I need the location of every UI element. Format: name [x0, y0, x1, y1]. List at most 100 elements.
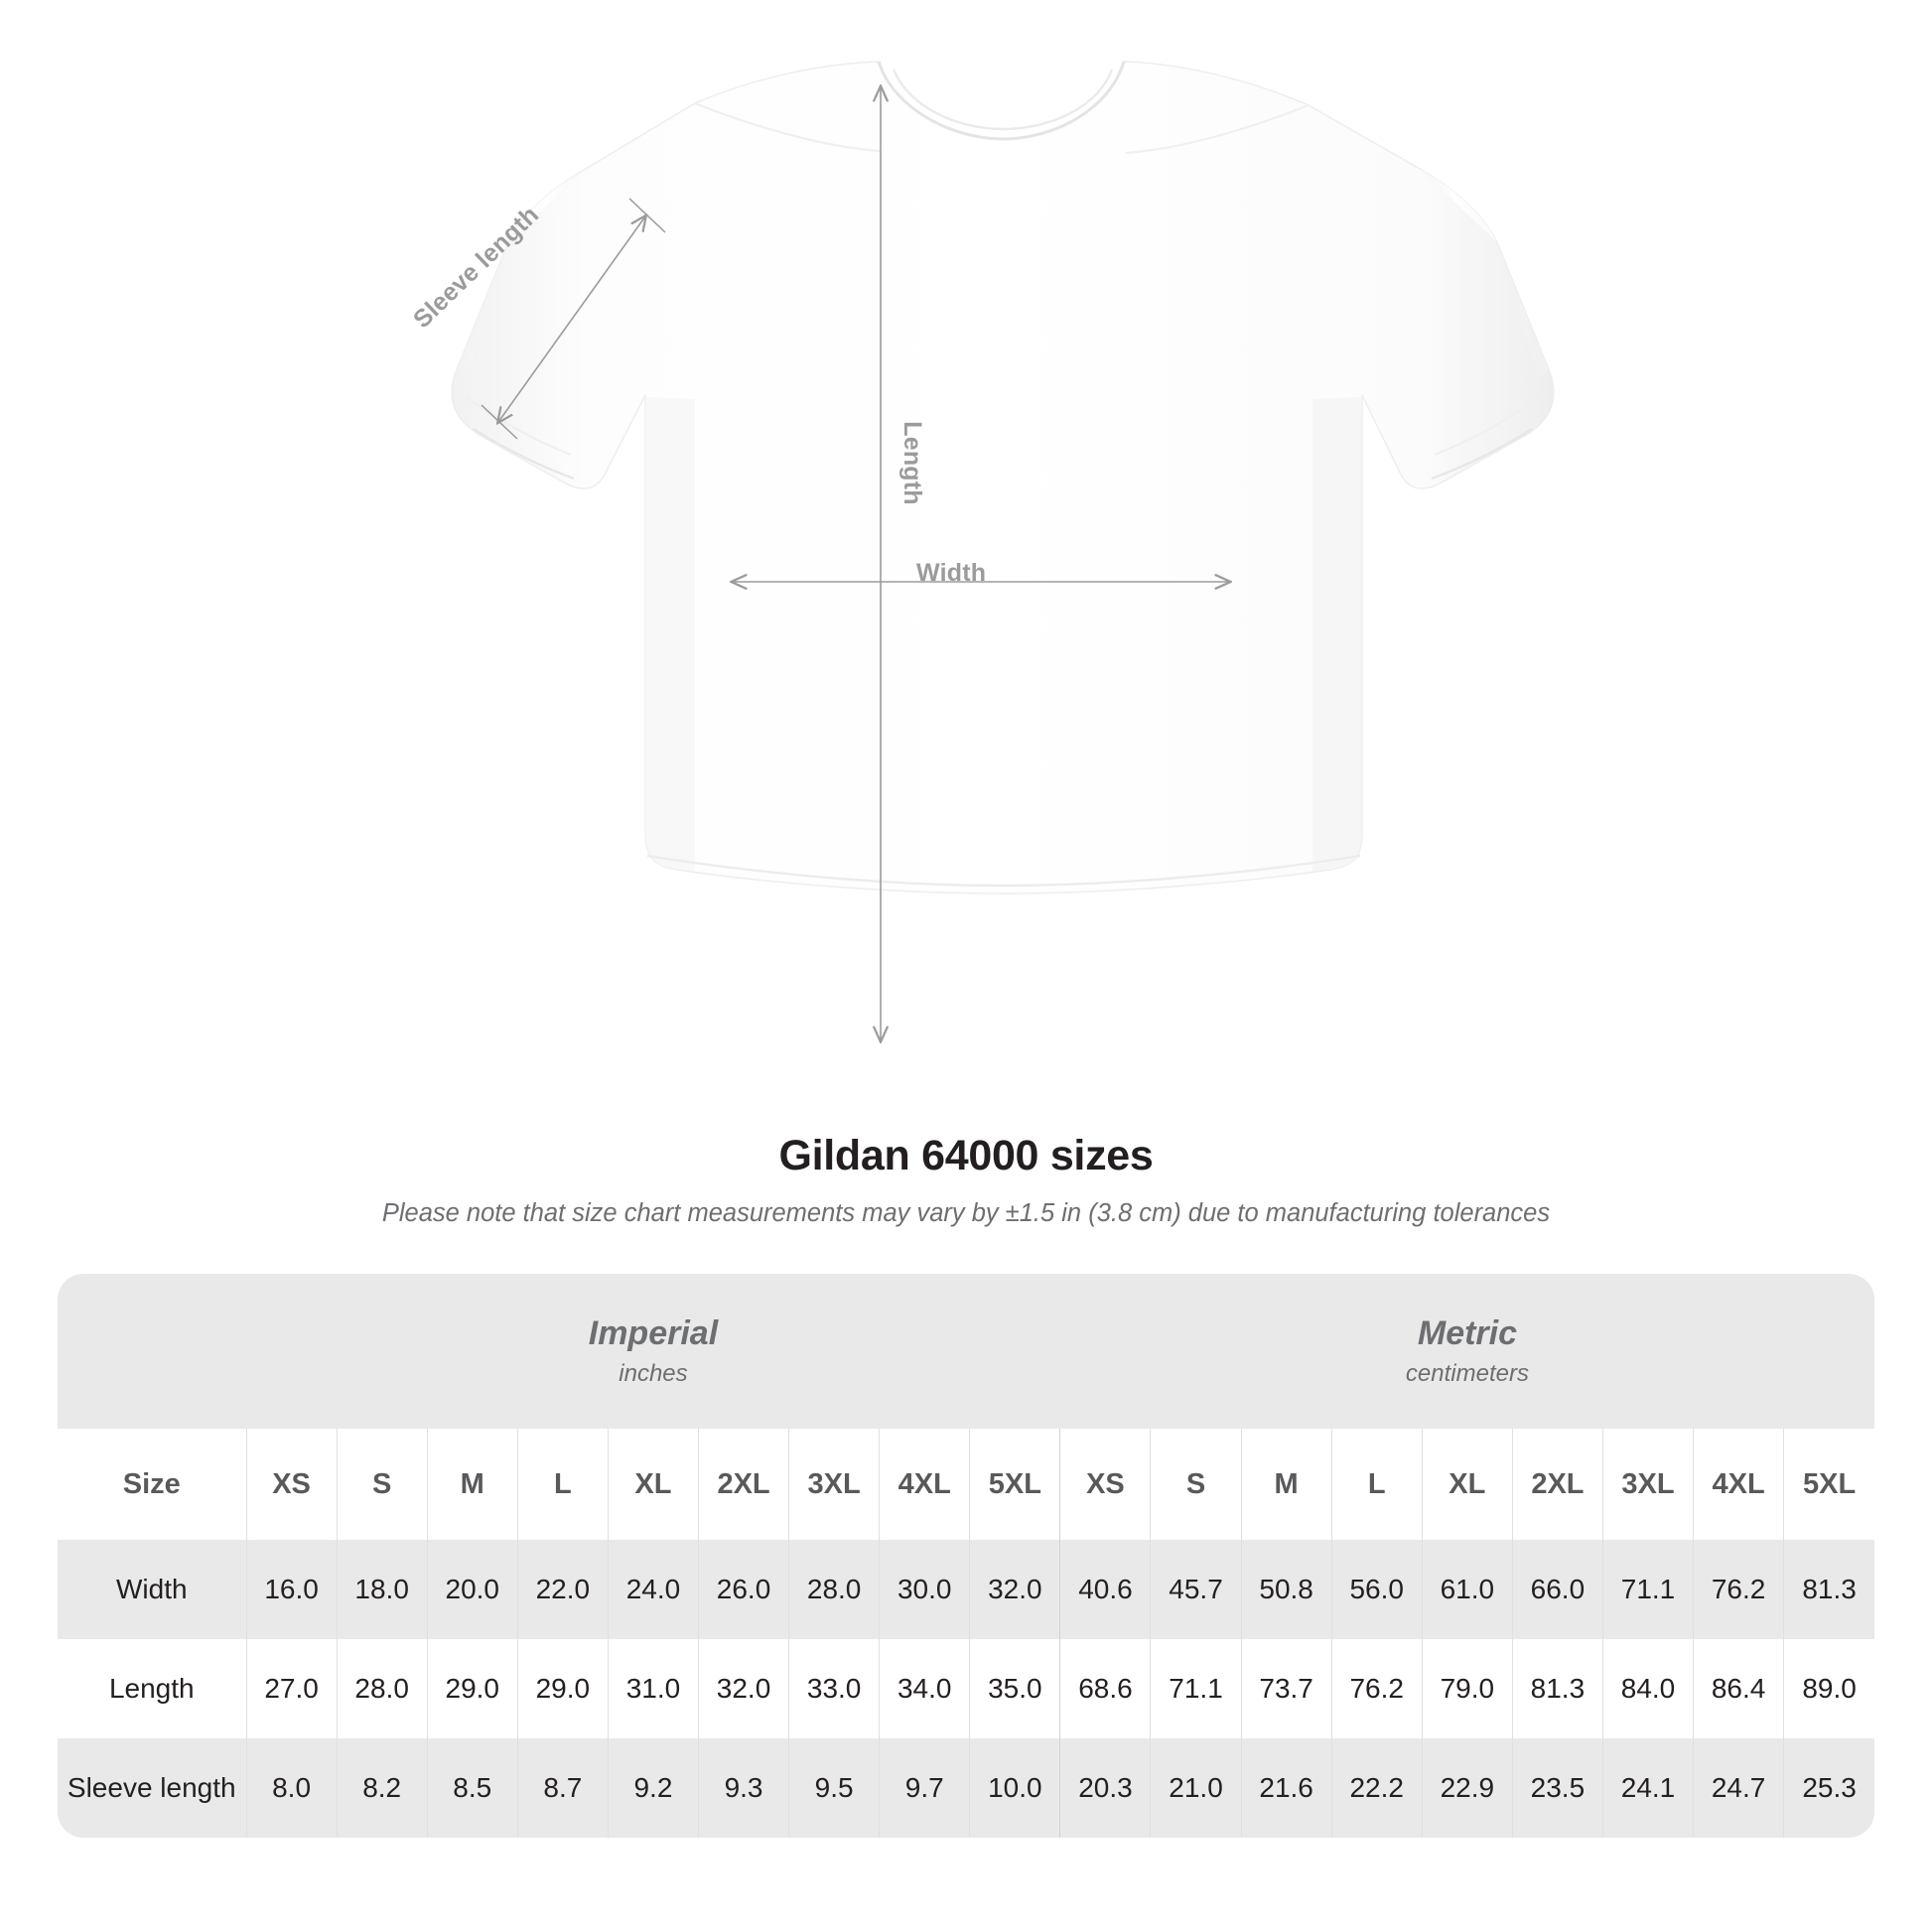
- tshirt-diagram-svg: [451, 61, 1555, 1122]
- cell-width-cm-5xl: 81.3: [1783, 1540, 1874, 1639]
- sleeve-tick-lower: [481, 404, 518, 440]
- cell-width-in-m: 20.0: [426, 1540, 518, 1639]
- cell-length-in-m: 29.0: [426, 1639, 518, 1738]
- cell-sleeve-in-m: 8.5: [426, 1738, 518, 1838]
- unit-sub-metric: centimeters: [1405, 1360, 1529, 1388]
- cell-width-in-xs: 16.0: [245, 1540, 338, 1639]
- unit-cell-imperial: Imperial inches: [246, 1274, 1060, 1429]
- cell-width-cm-3xl: 71.1: [1601, 1540, 1694, 1639]
- table-row-length: Length 27.0 28.0 29.0 29.0 31.0 32.0 33.…: [58, 1639, 1874, 1738]
- page-title: Gildan 64000 sizes: [778, 1132, 1154, 1179]
- cell-width-in-5xl: 32.0: [969, 1540, 1060, 1639]
- cell-length-cm-4xl: 86.4: [1693, 1639, 1784, 1738]
- size-table: Imperial inches Metric centimeters Size …: [58, 1274, 1874, 1838]
- cell-sleeve-in-2xl: 9.3: [697, 1738, 789, 1838]
- size-header-imperial-3xl: 3XL: [788, 1429, 880, 1540]
- cell-length-cm-l: 76.2: [1330, 1639, 1423, 1738]
- title-block: Gildan 64000 sizes Please note that size…: [0, 1132, 1932, 1228]
- unit-name-imperial: Imperial: [588, 1313, 719, 1352]
- cell-sleeve-cm-m: 21.6: [1240, 1738, 1332, 1838]
- cell-length-cm-2xl: 81.3: [1511, 1639, 1603, 1738]
- cell-width-cm-s: 45.7: [1150, 1540, 1242, 1639]
- cell-length-cm-m: 73.7: [1240, 1639, 1332, 1738]
- cell-width-in-l: 22.0: [516, 1540, 609, 1639]
- cell-length-in-3xl: 33.0: [788, 1639, 880, 1738]
- cell-length-cm-s: 71.1: [1150, 1639, 1242, 1738]
- cell-sleeve-in-l: 8.7: [516, 1738, 609, 1838]
- cell-length-in-2xl: 32.0: [697, 1639, 789, 1738]
- cell-sleeve-in-xl: 9.2: [607, 1738, 699, 1838]
- size-header-metric-4xl: 4XL: [1693, 1429, 1784, 1540]
- unit-name-metric: Metric: [1417, 1313, 1518, 1352]
- length-label: Length: [897, 421, 926, 505]
- cell-sleeve-cm-3xl: 24.1: [1601, 1738, 1694, 1838]
- size-header-metric-s: S: [1150, 1429, 1242, 1540]
- row-label-length: Length: [58, 1639, 247, 1738]
- size-header-metric-2xl: 2XL: [1511, 1429, 1603, 1540]
- width-label: Width: [916, 559, 987, 587]
- cell-width-cm-l: 56.0: [1330, 1540, 1423, 1639]
- cell-sleeve-in-4xl: 9.7: [879, 1738, 970, 1838]
- cell-length-in-l: 29.0: [516, 1639, 609, 1738]
- cell-width-in-4xl: 30.0: [879, 1540, 970, 1639]
- size-header-label: Size: [58, 1429, 247, 1540]
- cell-width-in-3xl: 28.0: [788, 1540, 880, 1639]
- cell-width-in-s: 18.0: [336, 1540, 428, 1639]
- size-header-row: Size XS S M L XL 2XL 3XL 4XL 5XL XS S M …: [58, 1429, 1874, 1540]
- cell-width-in-xl: 24.0: [607, 1540, 699, 1639]
- sleeve-tick-upper: [628, 198, 666, 233]
- size-header-metric-3xl: 3XL: [1601, 1429, 1694, 1540]
- unit-header-row: Imperial inches Metric centimeters: [58, 1274, 1874, 1429]
- cell-length-cm-3xl: 84.0: [1601, 1639, 1694, 1738]
- cell-length-in-xs: 27.0: [245, 1639, 338, 1738]
- size-header-metric-xs: XS: [1059, 1429, 1151, 1540]
- unit-cell-metric: Metric centimeters: [1059, 1274, 1874, 1429]
- size-header-imperial-4xl: 4XL: [879, 1429, 970, 1540]
- cell-width-cm-m: 50.8: [1240, 1540, 1332, 1639]
- size-header-imperial-l: L: [516, 1429, 609, 1540]
- cell-length-cm-5xl: 89.0: [1783, 1639, 1874, 1738]
- cell-sleeve-in-xs: 8.0: [245, 1738, 338, 1838]
- cell-sleeve-cm-l: 22.2: [1330, 1738, 1423, 1838]
- cell-width-cm-xs: 40.6: [1059, 1540, 1151, 1639]
- tshirt-body: [451, 61, 1555, 895]
- size-header-metric-m: M: [1240, 1429, 1332, 1540]
- size-header-metric-5xl: 5XL: [1783, 1429, 1874, 1540]
- cell-sleeve-cm-s: 21.0: [1150, 1738, 1242, 1838]
- size-header-metric-xl: XL: [1421, 1429, 1513, 1540]
- cell-sleeve-cm-xs: 20.3: [1059, 1738, 1151, 1838]
- cell-length-cm-xs: 68.6: [1059, 1639, 1151, 1738]
- cell-sleeve-in-s: 8.2: [336, 1738, 428, 1838]
- tshirt-illustration: Sleeve length Length Width: [408, 61, 1555, 1122]
- cell-sleeve-in-3xl: 9.5: [788, 1738, 880, 1838]
- cell-length-in-5xl: 35.0: [969, 1639, 1060, 1738]
- cell-sleeve-cm-2xl: 23.5: [1511, 1738, 1603, 1838]
- size-header-imperial-2xl: 2XL: [697, 1429, 789, 1540]
- cell-width-cm-xl: 61.0: [1421, 1540, 1513, 1639]
- cell-length-in-s: 28.0: [336, 1639, 428, 1738]
- cell-width-in-2xl: 26.0: [697, 1540, 789, 1639]
- unit-sub-imperial: inches: [619, 1360, 688, 1388]
- unit-row-corner: [58, 1274, 247, 1429]
- size-header-metric-l: L: [1330, 1429, 1423, 1540]
- tolerance-note: Please note that size chart measurements…: [381, 1199, 1551, 1227]
- size-header-imperial-m: M: [426, 1429, 518, 1540]
- cell-width-cm-4xl: 76.2: [1693, 1540, 1784, 1639]
- cell-sleeve-cm-5xl: 25.3: [1783, 1738, 1874, 1838]
- row-label-sleeve-length: Sleeve length: [58, 1738, 247, 1838]
- size-header-imperial-xl: XL: [607, 1429, 699, 1540]
- table-row-sleeve-length: Sleeve length 8.0 8.2 8.5 8.7 9.2 9.3 9.…: [58, 1738, 1874, 1838]
- size-header-imperial-s: S: [336, 1429, 428, 1540]
- cell-width-cm-2xl: 66.0: [1511, 1540, 1603, 1639]
- cell-length-cm-xl: 79.0: [1421, 1639, 1513, 1738]
- cell-sleeve-cm-4xl: 24.7: [1693, 1738, 1784, 1838]
- cell-length-in-4xl: 34.0: [879, 1639, 970, 1738]
- size-header-imperial-xs: XS: [245, 1429, 338, 1540]
- sleeve-length-dimension-arrow: [498, 216, 645, 422]
- table-row-width: Width 16.0 18.0 20.0 22.0 24.0 26.0 28.0…: [58, 1540, 1874, 1639]
- size-header-imperial-5xl: 5XL: [969, 1429, 1060, 1540]
- cell-length-in-xl: 31.0: [607, 1639, 699, 1738]
- cell-sleeve-cm-xl: 22.9: [1421, 1738, 1513, 1838]
- size-table-container: Imperial inches Metric centimeters Size …: [58, 1274, 1874, 1838]
